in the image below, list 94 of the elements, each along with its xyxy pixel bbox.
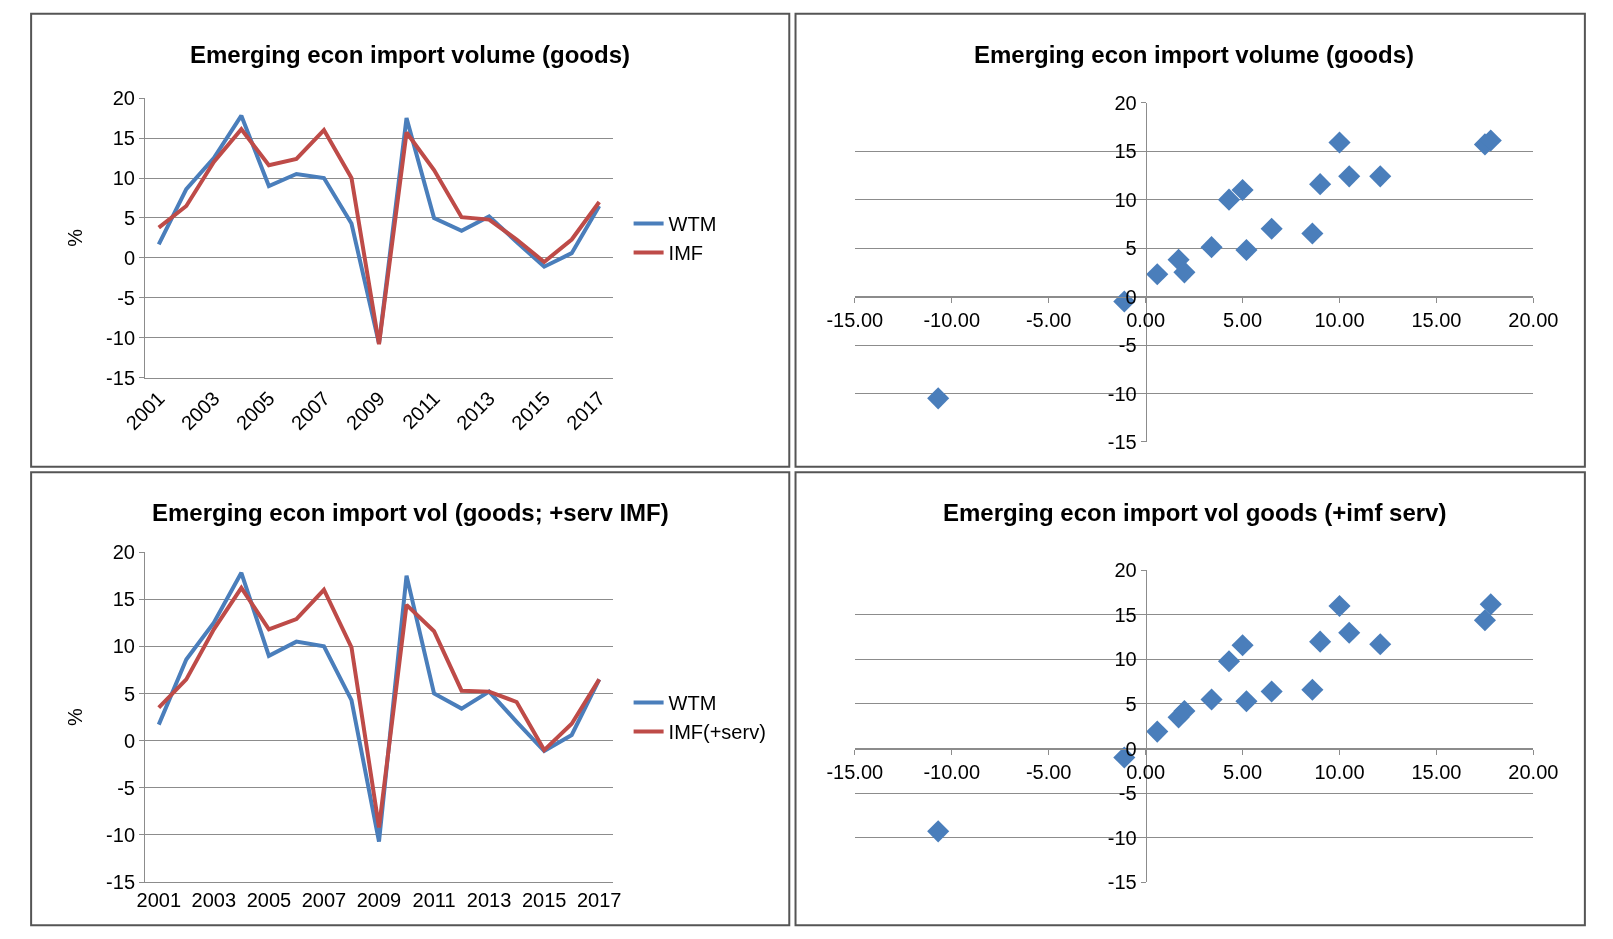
chart-title: Emerging econ import volume (goods)	[974, 41, 1415, 68]
point	[1217, 188, 1241, 211]
point	[1369, 165, 1392, 188]
y-tick-label: 10	[1114, 188, 1137, 211]
x-tick-label: 15.00	[1411, 760, 1462, 783]
y-tick-label: 0	[1125, 737, 1137, 760]
y-tick-label: 5	[1125, 237, 1137, 260]
y-tick-label: 5	[1125, 692, 1137, 715]
y-tick-label: -15	[106, 871, 135, 894]
point	[1369, 633, 1392, 656]
x-tick-label: 2011	[412, 889, 456, 912]
legend-label: WTM	[668, 213, 717, 236]
y-tick-label: -10	[106, 823, 135, 846]
point	[1328, 594, 1351, 618]
y-tick-label: -10	[1107, 382, 1137, 405]
point	[1309, 630, 1332, 653]
y-tick-label: 20	[112, 541, 135, 564]
y-tick-label: 15	[112, 127, 135, 150]
point	[1301, 222, 1324, 245]
y-tick-label: 20	[112, 87, 135, 110]
point	[1146, 263, 1169, 286]
x-tick-label: -15.00	[826, 760, 884, 783]
chart-title: Emerging econ import vol (goods; +serv IMF)	[152, 499, 669, 526]
x-tick-label: 5.00	[1223, 308, 1263, 331]
x-tick-label: 0.00	[1126, 308, 1166, 331]
point	[1338, 621, 1361, 644]
point	[1200, 236, 1223, 259]
point	[1301, 678, 1324, 701]
point	[1473, 609, 1496, 632]
y-tick-label: -5	[1118, 782, 1137, 805]
x-tick-label: 20.00	[1508, 760, 1559, 783]
y-tick-label: 0	[123, 246, 135, 269]
x-tick-label: -5.00	[1025, 308, 1072, 331]
x-tick-label: 0.00	[1126, 760, 1166, 783]
y-axis-title: %	[63, 228, 86, 247]
x-tick-label: -15.00	[826, 308, 884, 331]
point	[1217, 650, 1241, 673]
x-tick-label: 10.00	[1314, 308, 1365, 331]
x-tick-label: 2017	[576, 889, 622, 912]
point	[1173, 261, 1196, 284]
x-tick-label: 10.00	[1314, 760, 1365, 783]
legend-label: IMF(+serv)	[668, 721, 766, 744]
y-tick-label: 5	[123, 206, 135, 229]
y-tick-label: -5	[117, 776, 135, 799]
y-tick-label: -15	[106, 366, 135, 389]
y-tick-label: -10	[106, 326, 135, 349]
y-tick-label: -5	[117, 286, 135, 309]
x-tick-label: 2009	[356, 889, 402, 912]
point	[1328, 131, 1351, 154]
chart-title: Emerging econ import volume (goods)	[190, 41, 631, 68]
point	[927, 820, 950, 843]
x-tick-label: 20.00	[1508, 308, 1559, 331]
x-tick-label: -10.00	[923, 760, 981, 783]
y-tick-label: -15	[1107, 871, 1137, 894]
y-tick-label: -5	[1118, 334, 1137, 357]
point	[1235, 690, 1258, 713]
x-tick-label: 2001	[136, 889, 182, 912]
x-tick-label: 2005	[246, 889, 292, 912]
y-tick-label: 5	[123, 682, 135, 705]
y-tick-label: 15	[1114, 140, 1137, 163]
point	[1200, 688, 1223, 711]
y-tick-label: 0	[123, 729, 135, 752]
point	[1173, 700, 1196, 723]
point	[1309, 173, 1332, 196]
y-tick-label: 15	[1114, 603, 1137, 626]
legend-label: WTM	[668, 692, 717, 715]
y-tick-label: -15	[1107, 430, 1137, 453]
y-tick-label: 10	[112, 167, 135, 190]
point	[1231, 178, 1254, 201]
x-tick-label: 2007	[301, 889, 347, 912]
point	[1479, 593, 1502, 616]
y-tick-label: 20	[1114, 559, 1137, 582]
point	[1260, 217, 1283, 240]
point	[1231, 634, 1254, 657]
point	[1338, 165, 1361, 188]
x-tick-label: -10.00	[923, 308, 981, 331]
legend-label: IMF	[668, 242, 704, 265]
point	[1146, 720, 1169, 743]
y-tick-label: 10	[112, 635, 135, 658]
y-tick-label: -10	[1107, 826, 1137, 849]
y-tick-label: 10	[1114, 648, 1137, 671]
y-tick-label: 20	[1114, 91, 1137, 114]
x-tick-label: 2003	[191, 889, 237, 912]
x-tick-label: 2015	[521, 889, 567, 912]
point	[927, 387, 950, 410]
x-tick-label: 5.00	[1223, 760, 1263, 783]
point	[1260, 680, 1283, 703]
chart-title: Emerging econ import vol goods (+imf serv)	[943, 499, 1447, 526]
point	[1235, 239, 1258, 262]
y-tick-label: 15	[112, 588, 135, 611]
x-tick-label: 2013	[466, 889, 512, 912]
x-tick-label: 15.00	[1411, 308, 1462, 331]
x-tick-label: -5.00	[1025, 760, 1072, 783]
y-axis-title: %	[63, 707, 86, 726]
